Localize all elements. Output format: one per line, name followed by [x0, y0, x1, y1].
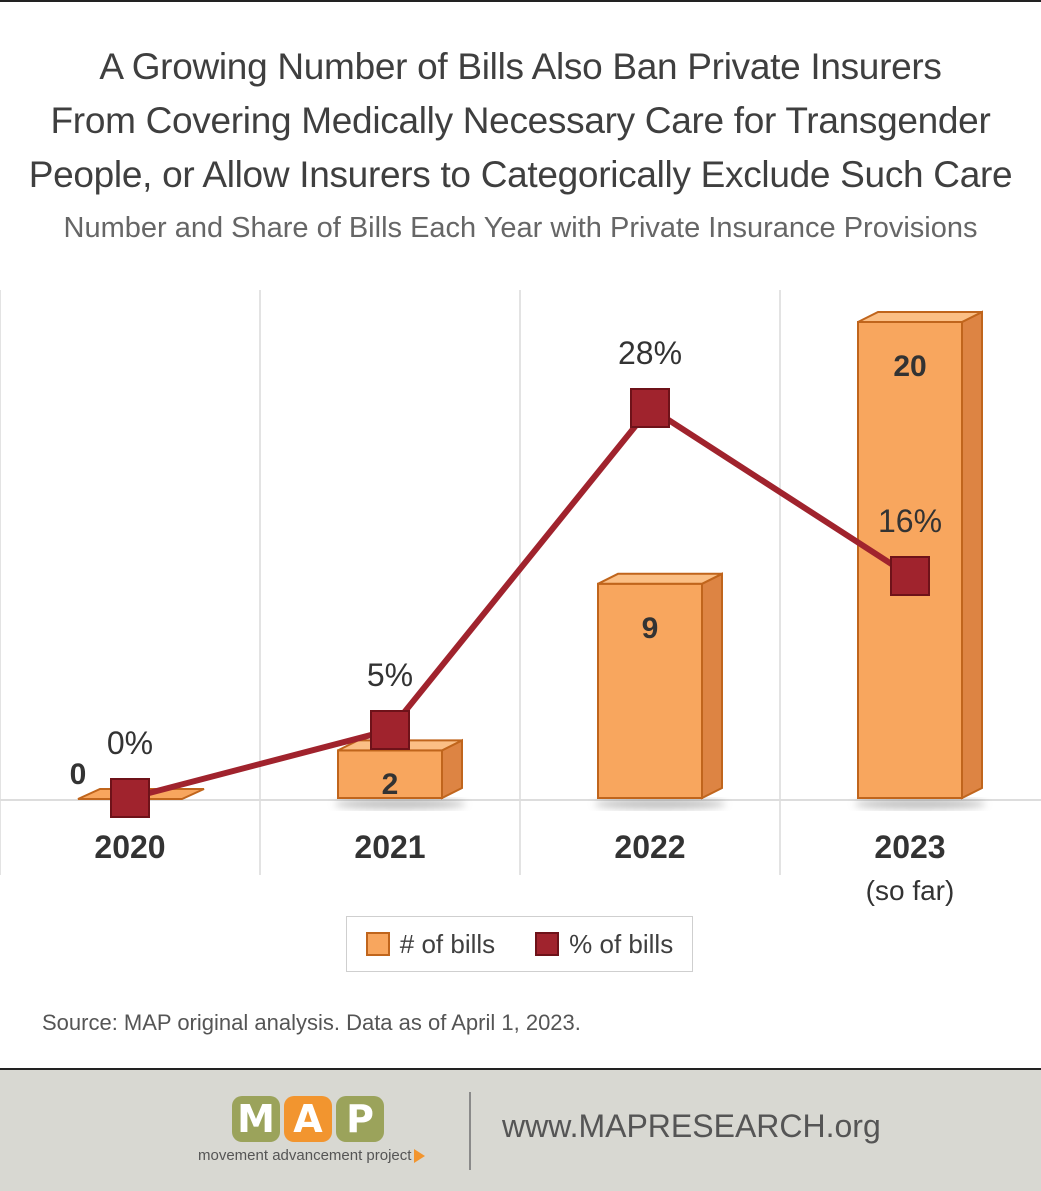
- bar-top: [857, 311, 983, 323]
- bar-side: [961, 310, 983, 800]
- line-pct-label: 28%: [618, 335, 682, 371]
- chart-legend: # of bills % of bills: [346, 916, 693, 972]
- line-pct-marker-2021: [370, 710, 410, 750]
- chart-title-line-1: A Growing Number of Bills Also Ban Priva…: [99, 46, 942, 87]
- bar-bills-2022: [594, 572, 726, 809]
- bar-value-label: 0: [70, 758, 87, 791]
- bar-top: [597, 572, 723, 585]
- chart-title-line-3: People, or Allow Insurers to Categorical…: [28, 154, 1013, 195]
- bar-value-label: 2: [382, 768, 399, 801]
- x-tick-label: 2020: [94, 829, 165, 865]
- chart-subtitle: Number and Share of Bills Each Year with…: [63, 212, 978, 244]
- bills-chart: 0 2 9 20 0% 5% 28% 16% 2020 2021 2022 2023 (so far): [0, 290, 1041, 906]
- source-note: Source: MAP original analysis. Data as o…: [42, 1010, 581, 1035]
- top-rule: [0, 0, 1041, 2]
- logo-letter-a: A: [284, 1096, 332, 1142]
- logo-letter-m: M: [232, 1096, 280, 1142]
- footer: M A P movement advancement project www.M…: [0, 1068, 1041, 1191]
- footer-divider: [469, 1092, 471, 1170]
- line-pct-label: 0%: [107, 725, 153, 761]
- line-pct-label: 5%: [367, 657, 413, 693]
- x-tick-label: 2021: [354, 829, 425, 865]
- x-tick-label: 2022: [614, 829, 685, 865]
- line-pct-series: [129, 405, 912, 801]
- line-pct-marker-2020: [110, 778, 150, 818]
- legend-item-bills: # of bills: [365, 928, 496, 960]
- chart-header: A Growing Number of Bills Also Ban Priva…: [0, 40, 1041, 252]
- bar-value-label: 9: [642, 612, 659, 645]
- line-pct-marker-2023: [890, 556, 930, 596]
- play-arrow-icon: [414, 1149, 426, 1164]
- legend-label-pct: % of bills: [569, 928, 674, 959]
- bar-bills-2021: [334, 738, 466, 809]
- legend-swatch-pct: [535, 932, 560, 956]
- website-link[interactable]: www.MAPRESEARCH.org: [502, 1108, 881, 1144]
- bar-shadow: [854, 799, 986, 809]
- bar-value-label: 20: [893, 350, 926, 383]
- legend-label-bills: # of bills: [399, 928, 496, 959]
- bar-shadow: [334, 799, 466, 809]
- x-tick-label: 2023: [874, 829, 945, 865]
- line-pct-label: 16%: [878, 503, 942, 539]
- logo-letters: M A P: [232, 1096, 384, 1142]
- legend-item-pct: % of bills: [535, 929, 673, 960]
- bar-shadow: [594, 799, 726, 809]
- line-pct-marker-2022: [630, 388, 670, 428]
- logo-letter-p: P: [336, 1096, 384, 1142]
- chart-title-line-2: From Covering Medically Necessary Care f…: [50, 100, 991, 141]
- logo-tagline: movement advancement project: [198, 1147, 426, 1164]
- logo-tagline-text: movement advancement project: [198, 1147, 412, 1164]
- legend-swatch-bills: [365, 932, 390, 956]
- bar-side: [701, 572, 723, 800]
- map-logo[interactable]: M A P movement advancement project: [198, 1096, 443, 1170]
- x-tick-note: (so far): [866, 875, 955, 906]
